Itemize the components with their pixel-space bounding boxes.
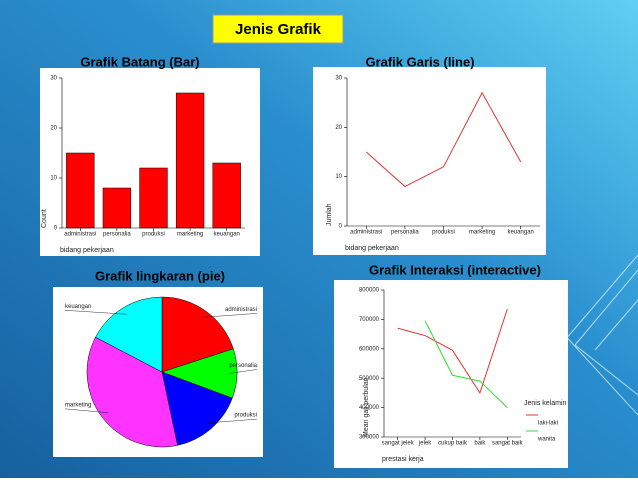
- x-tick-label: sangat baik: [492, 441, 524, 447]
- y-tick-label: 20: [50, 126, 57, 132]
- x-tick-label: keuangan: [508, 230, 534, 236]
- bar: [139, 167, 168, 229]
- pie-slice: [161, 296, 234, 373]
- chart-title: Grafik Interaksi (interactive): [369, 262, 541, 277]
- x-axis-label: bidang pekerjaan: [60, 247, 114, 254]
- legend-title: Jenis kelamin: [524, 400, 567, 407]
- title-box: [212, 14, 344, 44]
- leader-line: [206, 418, 258, 424]
- pie-slice: [161, 371, 233, 446]
- slice-label: keuangan: [65, 304, 91, 310]
- pie-slice: [95, 296, 163, 373]
- y-tick-label: 400000: [359, 405, 380, 411]
- y-tick-label: 500000: [359, 376, 380, 382]
- slide-title: Jenis Grafik: [235, 21, 322, 38]
- y-tick-label: 800000: [359, 288, 380, 294]
- x-tick-label: jelek: [418, 441, 432, 447]
- x-tick-label: cukup baik: [438, 441, 468, 447]
- legend-label: wanita: [537, 437, 556, 443]
- chart-panel: [313, 67, 546, 255]
- slice-label: personalia: [229, 363, 257, 369]
- y-tick-label: 0: [339, 224, 343, 230]
- x-axis-label: prestasi kerja: [382, 456, 424, 463]
- x-tick-label: baik: [474, 441, 486, 447]
- x-tick-label: produksi: [432, 230, 455, 236]
- y-tick-label: 20: [335, 125, 342, 131]
- y-tick-label: 10: [335, 174, 342, 180]
- y-tick-label: 300000: [359, 435, 380, 441]
- chart-title: Grafik Batang (Bar): [80, 54, 199, 69]
- leader-line: [64, 310, 128, 315]
- line: [365, 91, 522, 188]
- x-tick-label: personalia: [391, 230, 419, 236]
- x-tick-label: personalia: [103, 232, 131, 238]
- pie-slice: [86, 336, 178, 448]
- bar: [212, 162, 241, 229]
- line: [397, 308, 508, 395]
- x-tick-label: marketing: [177, 232, 203, 238]
- leader-line: [229, 369, 258, 374]
- x-tick-label: keuangan: [214, 232, 240, 238]
- chart-title: Grafik lingkaran (pie): [95, 268, 225, 283]
- bar: [102, 187, 132, 229]
- y-tick-label: 0: [54, 226, 58, 232]
- leader-line: [64, 408, 109, 414]
- chart-panel: [334, 280, 568, 468]
- x-tick-label: administrasi: [350, 230, 382, 236]
- y-axis-label: Jumlah: [326, 203, 333, 226]
- x-tick-label: marketing: [469, 230, 495, 236]
- bar: [175, 92, 205, 229]
- y-tick-label: 30: [50, 76, 57, 82]
- y-axis-label: Mean gaji perbulan: [363, 377, 370, 437]
- y-tick-label: 10: [50, 176, 57, 182]
- y-axis-label: Count: [41, 209, 48, 228]
- chart-title: Grafik Garis (line): [365, 54, 474, 69]
- bar: [66, 152, 95, 229]
- x-tick-label: administrasi: [64, 232, 96, 238]
- y-tick-label: 30: [335, 76, 342, 82]
- slice-label: marketing: [65, 402, 91, 408]
- x-axis-label: bidang pekerjaan: [345, 245, 399, 252]
- slice-label: administrasi: [225, 307, 257, 313]
- slice-label: produksi: [234, 413, 257, 419]
- y-tick-label: 600000: [359, 346, 380, 352]
- x-tick-label: produksi: [142, 232, 165, 238]
- line: [424, 320, 508, 408]
- y-tick-label: 700000: [359, 317, 380, 323]
- legend-label: laki-laki: [538, 421, 558, 427]
- x-tick-label: sangat jelek: [382, 441, 415, 447]
- decoration: [559, 254, 638, 416]
- leader-line: [201, 313, 258, 318]
